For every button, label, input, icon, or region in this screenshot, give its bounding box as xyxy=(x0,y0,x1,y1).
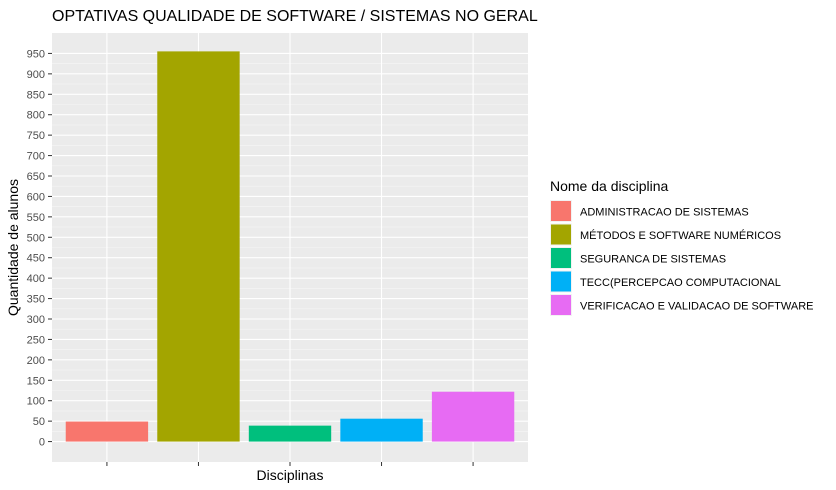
bar xyxy=(431,391,515,442)
y-tick-label: 400 xyxy=(27,273,45,285)
y-tick-label: 650 xyxy=(27,171,45,183)
legend-swatch xyxy=(551,248,571,268)
y-tick-label: 0 xyxy=(39,437,45,449)
legend-items: ADMINISTRACAO DE SISTEMAS MÉTODOS E SOFTW… xyxy=(550,200,813,316)
legend-label: MÉTODOS E SOFTWARE NUMÉRICOS xyxy=(580,229,781,242)
legend-title: Nome da disciplina xyxy=(550,178,668,194)
y-tick-label: 500 xyxy=(27,232,45,244)
bar xyxy=(65,421,149,442)
bar xyxy=(157,51,240,442)
y-tick-label: 950 xyxy=(27,48,45,60)
y-axis-title: Quantidade de alunos xyxy=(5,179,21,316)
y-tick-label: 700 xyxy=(27,151,45,163)
y-tick-label: 850 xyxy=(27,89,45,101)
legend-label: TECC(PERCEPCAO COMPUTACIONAL xyxy=(580,277,781,289)
y-tick-label: 100 xyxy=(27,396,45,408)
major-gridlines xyxy=(52,33,528,462)
y-tick-label: 300 xyxy=(27,314,45,326)
bar xyxy=(248,425,332,442)
y-tick-label: 800 xyxy=(27,110,45,122)
legend-swatch xyxy=(551,224,571,245)
y-tick-label: 250 xyxy=(27,334,45,346)
legend-label: ADMINISTRACAO DE SISTEMAS xyxy=(580,207,749,219)
y-tick-label: 550 xyxy=(27,212,45,224)
bar xyxy=(340,418,423,442)
y-tick-label: 150 xyxy=(27,375,45,387)
chart-title: OPTATIVAS QUALIDADE DE SOFTWARE / SISTEM… xyxy=(52,8,538,25)
y-tick-label: 200 xyxy=(27,355,45,367)
y-tick-label: 450 xyxy=(27,253,45,265)
y-tick-label: 900 xyxy=(27,69,45,81)
y-tick-label: 50 xyxy=(33,416,45,428)
y-tick-label: 750 xyxy=(27,130,45,142)
x-axis xyxy=(106,462,474,466)
legend-swatch xyxy=(551,295,571,315)
legend: Nome da disciplina ADMINISTRACAO DE SIST… xyxy=(550,178,813,316)
legend-swatch xyxy=(551,271,571,292)
legend-label: VERIFICACAO E VALIDACAO DE SOFTWARE xyxy=(580,301,813,313)
legend-swatch xyxy=(551,201,571,221)
x-axis-title: Disciplinas xyxy=(257,467,324,483)
bars xyxy=(65,51,515,442)
y-tick-label: 600 xyxy=(27,191,45,203)
y-tick-label: 350 xyxy=(27,294,45,306)
y-axis: 0 50 100 150 200 250 300 350 400 450 500 550 600 650 7… xyxy=(27,48,52,449)
legend-label: SEGURANCA DE SISTEMAS xyxy=(580,254,726,266)
